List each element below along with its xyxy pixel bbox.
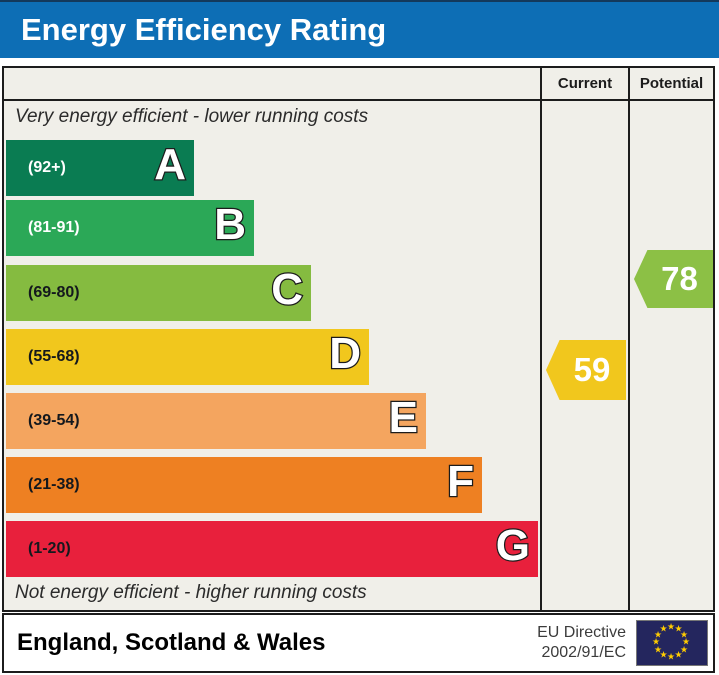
region-label: England, Scotland & Wales xyxy=(17,629,326,656)
band-letter: F xyxy=(446,455,475,507)
eu-star-icon: ★ xyxy=(653,644,663,654)
band-range-label: (39-54) xyxy=(28,412,80,429)
potential-rating-value: 78 xyxy=(661,260,698,297)
band-F: (21-38) F xyxy=(6,455,482,513)
top-border-line xyxy=(0,0,719,2)
page-title: Energy Efficiency Rating xyxy=(0,2,719,58)
eu-star-icon: ★ xyxy=(679,644,689,654)
potential-rating-arrow: 78 xyxy=(634,250,713,308)
eu-star-icon: ★ xyxy=(674,623,683,634)
bottom-caption: Not energy efficient - higher running co… xyxy=(15,582,367,603)
band-D: (55-68) D xyxy=(6,327,369,385)
eu-star-icon: ★ xyxy=(659,623,668,634)
band-letter: B xyxy=(213,198,247,250)
eu-star-icon: ★ xyxy=(666,651,676,662)
eu-star-icon: ★ xyxy=(679,629,689,639)
band-C: (69-80) C xyxy=(6,263,311,321)
band-B: (81-91) B xyxy=(6,198,254,256)
current-rating-value: 59 xyxy=(573,351,611,388)
rating-chart: Current Potential Very energy efficient … xyxy=(2,66,715,612)
eu-star-icon: ★ xyxy=(659,649,668,660)
band-letter: E xyxy=(387,391,419,443)
band-range-label: (92+) xyxy=(28,159,66,176)
eu-star-icon: ★ xyxy=(651,636,661,647)
eu-directive-line1: EU Directive xyxy=(537,624,626,641)
band-letter: G xyxy=(495,519,532,571)
eu-star-icon: ★ xyxy=(653,629,663,639)
current-column-header: Current xyxy=(557,75,613,92)
band-letter: A xyxy=(153,138,187,190)
potential-column-header: Potential xyxy=(639,75,704,92)
eu-star-icon: ★ xyxy=(681,636,691,647)
band-E: (39-54) E xyxy=(6,391,426,449)
band-range-label: (1-20) xyxy=(28,540,71,557)
band-A: (92+) A xyxy=(6,138,194,196)
band-range-label: (21-38) xyxy=(28,476,80,493)
eu-directive-line2: 2002/91/EC xyxy=(541,644,626,661)
eu-flag: ★ ★ ★ ★ ★ ★ ★ ★ ★ ★ ★ ★ xyxy=(636,620,708,666)
footer: England, Scotland & Wales EU Directive 2… xyxy=(2,613,715,673)
eu-star-icon: ★ xyxy=(666,621,676,632)
header-divider xyxy=(4,99,713,101)
band-G: (1-20) G xyxy=(6,519,538,577)
eu-directive-label: EU Directive 2002/91/EC xyxy=(537,623,626,663)
band-range-label: (81-91) xyxy=(28,219,80,236)
band-letter: D xyxy=(328,327,362,379)
band-range-label: (69-80) xyxy=(28,284,80,301)
current-rating-arrow: 59 xyxy=(546,340,626,400)
top-caption: Very energy efficient - lower running co… xyxy=(15,106,369,127)
eu-star-icon: ★ xyxy=(674,649,683,660)
potential-column-divider xyxy=(628,68,630,610)
current-column-divider xyxy=(540,68,542,610)
band-range-label: (55-68) xyxy=(28,348,80,365)
band-letter: C xyxy=(270,263,304,315)
